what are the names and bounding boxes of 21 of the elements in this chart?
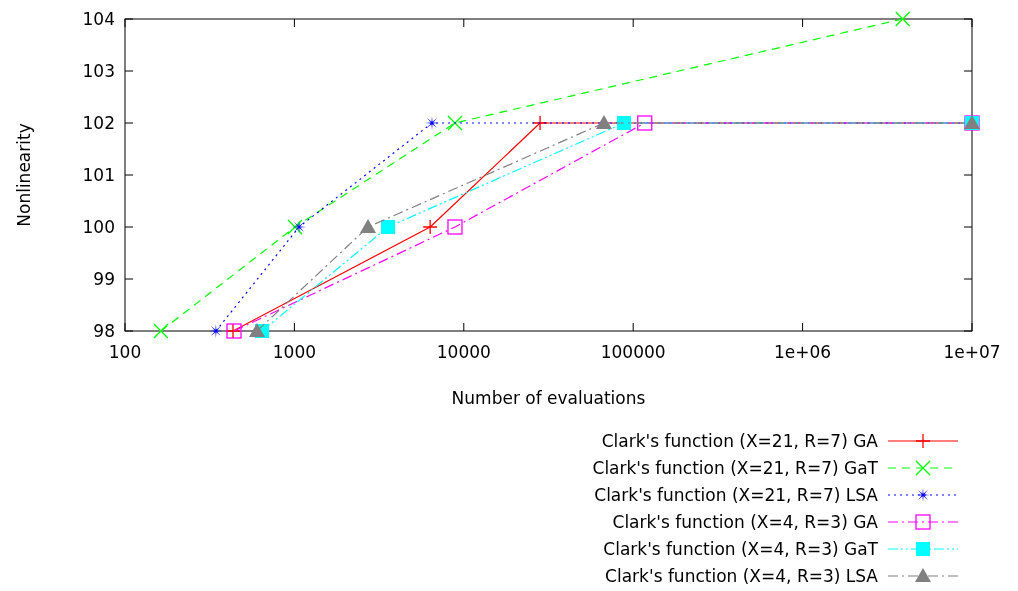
y-tick-label: 102 [82,112,115,133]
x-axis-title: Number of evaluations [451,388,646,408]
x-tick-label: 1e+07 [943,342,1001,362]
x-tick-label: 1e+06 [774,342,832,362]
y-tick-label: 103 [82,60,115,81]
y-tick-label: 99 [93,268,115,289]
y-tick-label: 101 [82,164,115,185]
x-tick-label: 100000 [600,342,666,362]
legend-label: Clark's function (X=4, R=3) GaT [603,538,879,559]
x-tick-label: 100 [108,342,142,362]
legend-label: Clark's function (X=21, R=7) LSA [594,484,879,505]
y-tick-label: 100 [82,216,115,237]
legend-label: Clark's function (X=4, R=3) LSA [605,565,879,586]
x-tick-label: 1000 [272,342,317,362]
legend-label: Clark's function (X=4, R=3) GA [612,511,879,532]
y-axis-title: Nonlinearity [14,123,34,227]
x-tick-label: 10000 [436,342,491,362]
y-tick-label: 98 [93,320,115,341]
legend-label: Clark's function (X=21, R=7) GA [601,430,879,451]
y-tick-label: 104 [82,8,115,29]
legend-label: Clark's function (X=21, R=7) GaT [592,457,879,478]
